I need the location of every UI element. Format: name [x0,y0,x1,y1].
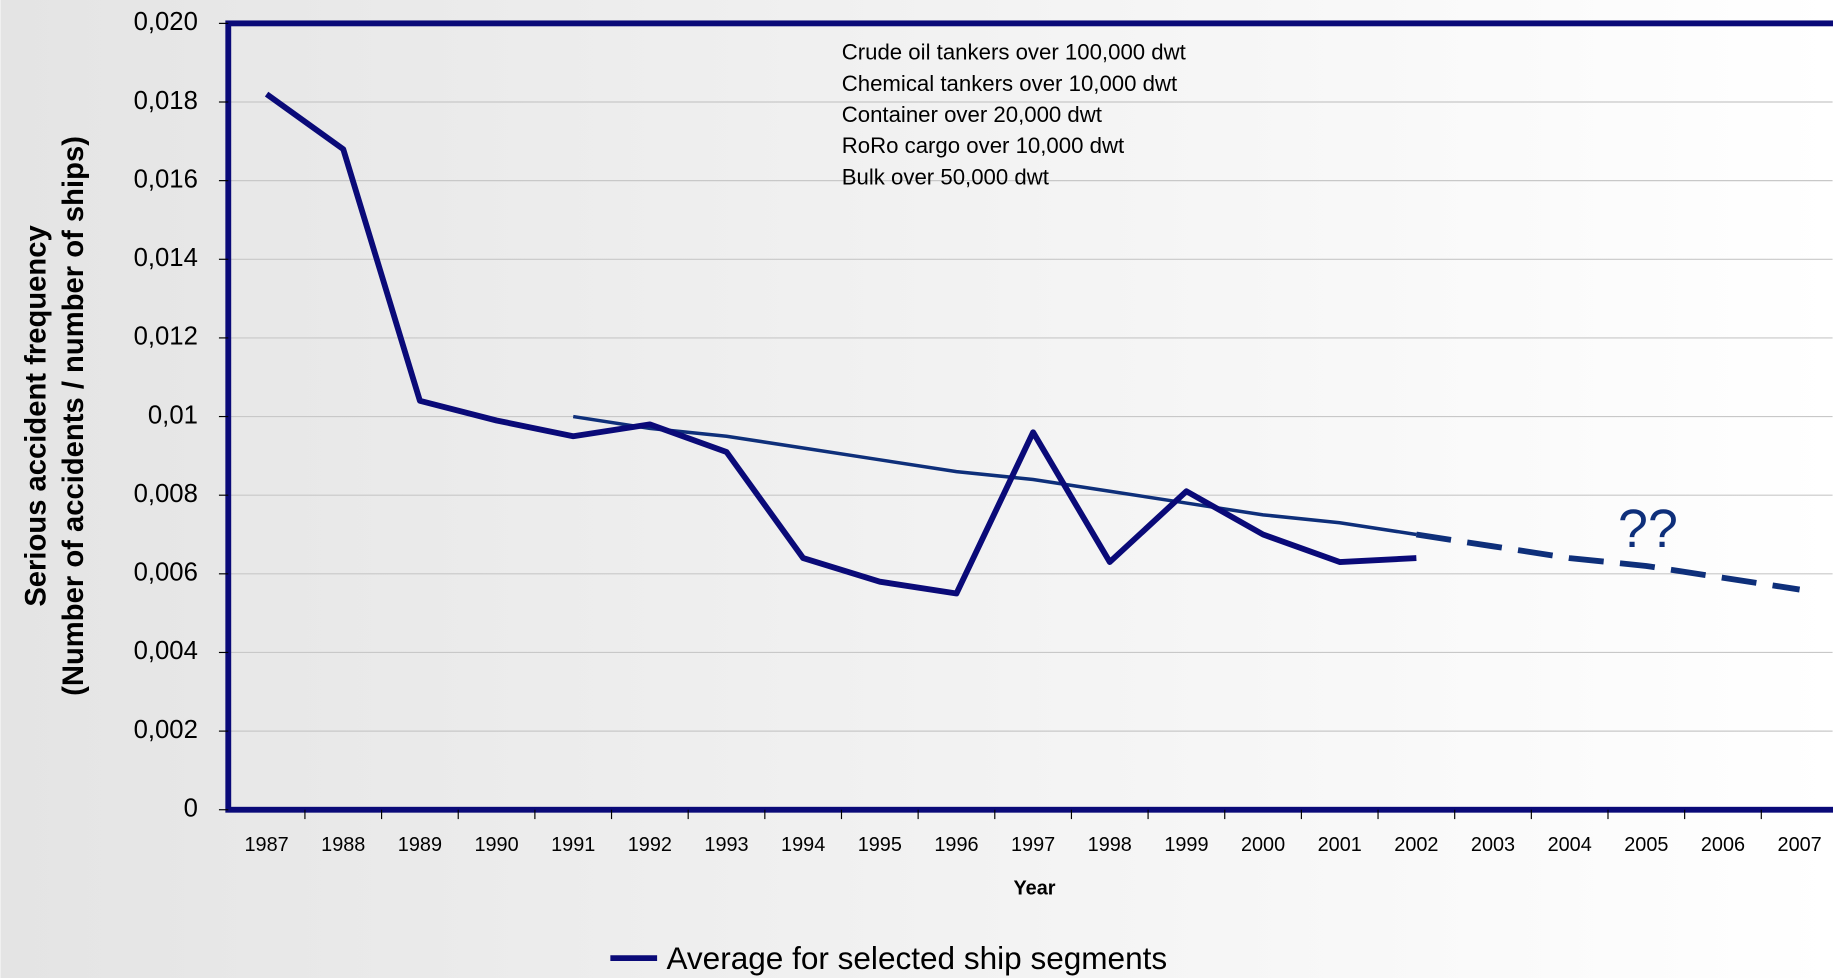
x-tick-label: 2007 [1778,834,1822,856]
y-tick-label: 0,014 [134,244,198,272]
x-tick-label: 2004 [1548,834,1592,856]
legend-label: Average for selected ship segments [666,940,1167,976]
x-tick-label: 1997 [1011,834,1055,856]
annotation: Container over 20,000 dwt [842,102,1102,127]
x-tick-label: 1992 [628,834,672,856]
x-tick-label: 1989 [398,834,442,856]
x-tick-label: 1991 [551,834,595,856]
x-axis-label: Year [1014,877,1056,899]
x-tick-label: 1988 [321,834,365,856]
y-tick-label: 0,01 [148,401,198,429]
x-tick-label: 2002 [1394,834,1438,856]
x-tick-label: 2000 [1241,834,1285,856]
y-axis-label: (Number of accidents / number of ships) [58,136,90,696]
y-tick-label: 0,016 [134,165,198,193]
x-tick-label: 2005 [1624,834,1668,856]
labels: 0 0,002 0,004 0,006 0,008 0,01 0,012 0,014 0,016… [134,8,1822,976]
x-tick-label: 1995 [858,834,902,856]
x-tick-label: 1996 [934,834,978,856]
x-tick-label: 1998 [1088,834,1132,856]
y-tick-label: 0,004 [134,637,198,665]
x-tick-label: 2003 [1471,834,1515,856]
y-tick-label: 0,012 [134,323,198,351]
annotation: Bulk over 50,000 dwt [842,164,1049,189]
x-tick-label: 2001 [1318,834,1362,856]
x-tick-label: 1993 [704,834,748,856]
trend-projection [1415,531,1801,593]
annotation: Chemical tankers over 10,000 dwt [842,71,1177,96]
y-tick-label: 0,002 [134,716,198,744]
y-tick-label: 0,006 [134,559,198,587]
x-tick-label: 1994 [781,834,825,856]
annotation: Crude oil tankers over 100,000 dwt [842,40,1186,65]
annotation: RoRo cargo over 10,000 dwt [842,133,1124,158]
x-tick-label: 1999 [1164,834,1208,856]
x-tick-label: 1987 [245,834,289,856]
marks [264,91,1801,597]
y-axis-label: Serious accident frequency [21,225,53,607]
y-tick-label: 0 [184,795,198,823]
y-tick-label: 0,018 [134,87,198,115]
x-tick-label: 2006 [1701,834,1745,856]
series-line [264,91,1417,597]
trend-line [572,414,1417,537]
y-tick-label: 0,008 [134,480,198,508]
x-tick-label: 1990 [474,834,518,856]
y-tick-label: 0,020 [134,8,198,36]
projection-label: ?? [1618,499,1678,559]
